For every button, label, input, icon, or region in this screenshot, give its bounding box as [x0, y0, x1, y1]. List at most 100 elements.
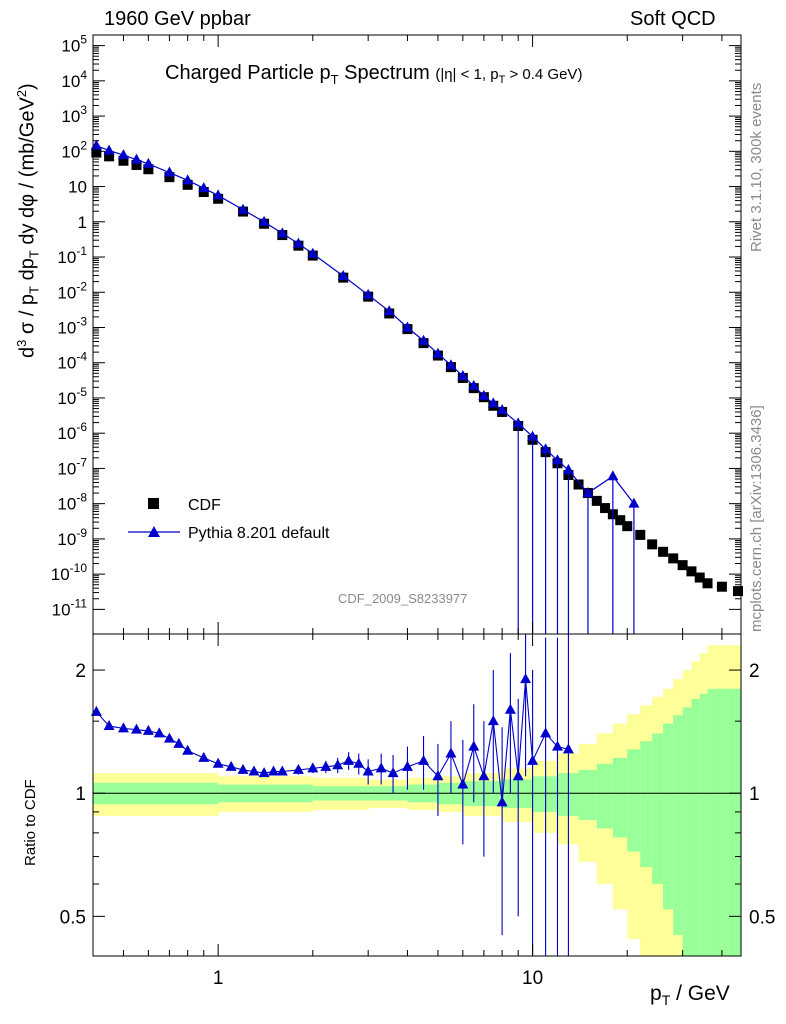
legend-cdf-label: CDF: [188, 497, 221, 514]
ratio-point: [401, 760, 413, 771]
ratio-y-tick-label-left: 1: [75, 784, 86, 805]
ratio-point: [212, 757, 224, 768]
pythia-point: [540, 443, 552, 454]
pythia-point: [307, 247, 319, 258]
ratio-point: [117, 722, 129, 733]
pythia-point: [117, 149, 129, 160]
band-inner: [578, 769, 598, 821]
cdf-point: [131, 159, 142, 170]
ratio-point: [527, 754, 539, 765]
ratio-point: [258, 767, 270, 778]
ratio-point: [276, 765, 288, 776]
ratio-point: [487, 715, 499, 726]
y-tick-label: 10-7: [57, 455, 87, 478]
legend: CDF Pythia 8.201 default: [128, 497, 330, 542]
cdf-point: [104, 151, 115, 162]
y-tick-label: 10-1: [57, 244, 87, 267]
pythia-point: [276, 227, 288, 238]
legend-pythia-label: Pythia 8.201 default: [188, 525, 330, 542]
title-cuts: (|η| < 1, pT > 0.4 GeV): [435, 66, 583, 86]
ratio-y-tick-label-right: 0.5: [749, 907, 775, 928]
band-inner: [699, 693, 709, 956]
pythia-point: [198, 182, 210, 193]
pythia-point: [551, 454, 563, 465]
ratio-series-pythia: [90, 634, 574, 956]
cdf-point: [182, 179, 193, 190]
band-inner: [663, 723, 674, 910]
rivet-info: Rivet 3.1.10, 300k events: [748, 82, 765, 252]
cdf-point: [622, 521, 633, 532]
ratio-point: [478, 770, 490, 781]
ratio-y-tick-label-right: 1: [749, 784, 760, 805]
ratio-point: [512, 770, 524, 781]
main-frame: [92, 34, 742, 635]
ratio-point: [248, 765, 260, 776]
ratio-point: [320, 760, 332, 771]
band-inner: [640, 741, 653, 868]
pythia-point: [457, 369, 469, 380]
ratio-y-tick-label-left: 0.5: [60, 907, 86, 928]
mcplots-credit: mcplots.cern.ch [arXiv:1306.3436]: [748, 405, 765, 632]
cdf-point: [118, 155, 129, 166]
band-inner: [673, 715, 684, 936]
y-tick-label: 10-6: [57, 420, 87, 443]
band-inner: [682, 707, 692, 956]
ratio-point: [562, 743, 574, 754]
pythia-point: [496, 404, 508, 415]
ratio-uncertainty-bands: [93, 645, 742, 956]
x-tick-label: 10: [522, 968, 543, 989]
pythia-point: [212, 189, 224, 200]
pythia-point: [237, 203, 249, 214]
pythia-point: [607, 470, 619, 481]
cdf-point: [615, 515, 626, 526]
pythia-point: [362, 288, 374, 299]
pythia-point: [383, 305, 395, 316]
header-right: Soft QCD: [630, 8, 716, 30]
axis-ticks: [92, 34, 741, 956]
ratio-point: [353, 757, 365, 768]
pythia-point: [582, 487, 594, 498]
band-inner: [691, 698, 701, 956]
ratio-point: [551, 740, 563, 751]
cdf-point: [686, 566, 697, 577]
pythia-point: [478, 389, 490, 400]
ratio-point: [163, 732, 175, 743]
ratio-point: [343, 754, 355, 765]
main-series: [90, 139, 743, 634]
pythia-point: [401, 321, 413, 332]
cdf-point: [573, 479, 584, 490]
pythia-point: [337, 269, 349, 280]
cdf-point: [591, 495, 602, 506]
pythia-point: [432, 347, 444, 358]
band-inner: [596, 763, 614, 829]
pythia-point: [468, 379, 480, 390]
band-inner: [714, 688, 723, 956]
cdf-point: [677, 560, 688, 571]
ratio-point: [142, 724, 154, 735]
pythia-point: [182, 174, 194, 185]
cdf-point: [716, 581, 727, 592]
ratio-point: [540, 727, 552, 738]
title-sub: T: [330, 72, 339, 87]
plot-frames: [92, 34, 742, 957]
ratio-point: [332, 759, 344, 770]
pythia-line: [96, 145, 635, 505]
ratio-point: [198, 751, 210, 762]
ratio-point: [153, 727, 165, 738]
pythia-point: [487, 397, 499, 408]
pythia-point: [527, 430, 539, 441]
x-axis-label: pT / GeV: [650, 982, 730, 1009]
ratio-point: [418, 754, 430, 765]
y-tick-label: 10-11: [52, 596, 88, 619]
ratio-point: [90, 705, 102, 716]
ratio-point: [457, 778, 469, 789]
pythia-point: [445, 359, 457, 370]
y-tick-label: 10-2: [57, 279, 87, 302]
pythia-point: [292, 237, 304, 248]
band-inner: [627, 749, 641, 852]
y-tick-label: 10-3: [57, 314, 87, 337]
ratio-point: [468, 740, 480, 751]
y-tick-label: 10-9: [57, 526, 87, 549]
pythia-point: [130, 153, 142, 164]
pythia-point: [90, 139, 102, 150]
